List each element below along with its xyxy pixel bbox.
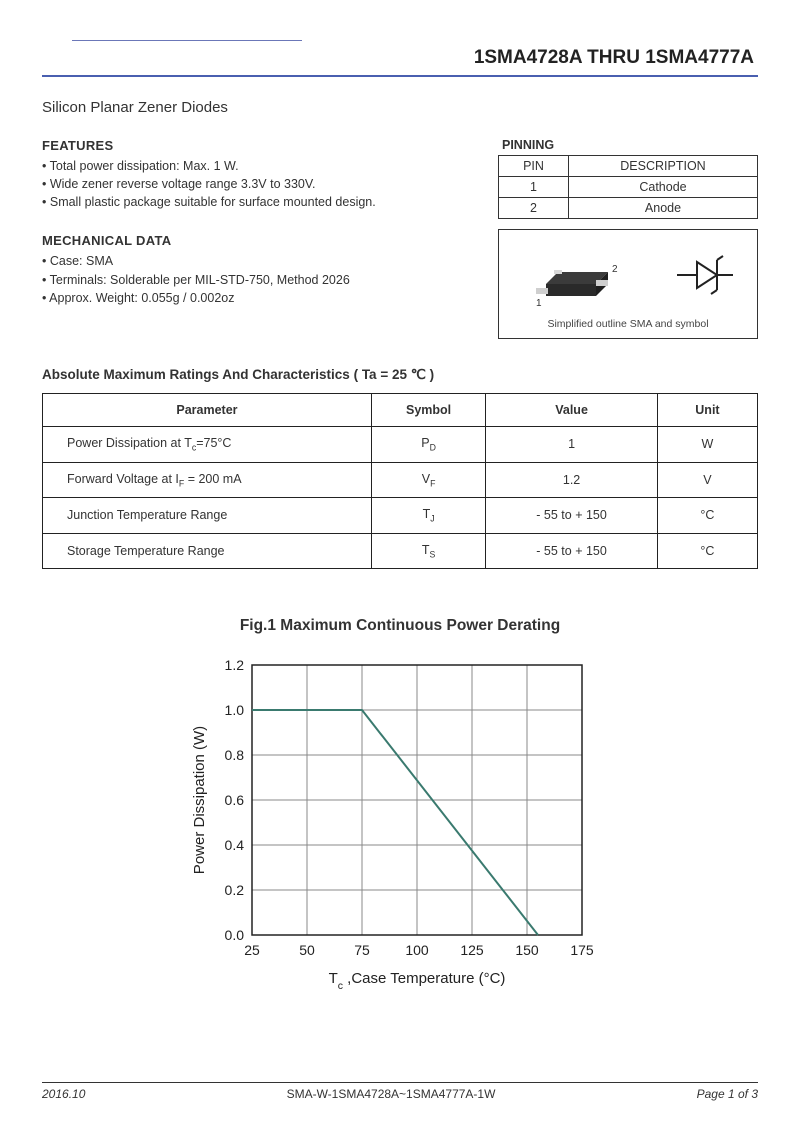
mechanical-list: Case: SMA Terminals: Solderable per MIL-…	[42, 252, 468, 306]
svg-text:1.0: 1.0	[225, 702, 245, 718]
subtitle: Silicon Planar Zener Diodes	[42, 99, 758, 116]
svg-text:Tc ,Case Temperature (°C): Tc ,Case Temperature (°C)	[329, 970, 506, 992]
svg-text:2: 2	[612, 264, 618, 275]
svg-text:0.2: 0.2	[225, 882, 245, 898]
derating-chart: 25 50 75 100 125 150 175 0.0 0.2 0.4 0.6 0.8 1.0 1.2 P…	[180, 653, 620, 1013]
pinning-table: PIN DESCRIPTION 1 Cathode 2 Anode	[498, 155, 758, 219]
outline-caption: Simplified outline SMA and symbol	[507, 318, 749, 330]
footer-date: 2016.10	[42, 1087, 85, 1101]
svg-text:Power Dissipation (W): Power Dissipation (W)	[191, 726, 208, 874]
svg-text:100: 100	[405, 942, 429, 958]
table-row: Storage Temperature Range TS - 55 to + 1…	[43, 533, 758, 569]
svg-text:0.4: 0.4	[225, 837, 245, 853]
svg-text:150: 150	[515, 942, 539, 958]
svg-text:0.6: 0.6	[225, 792, 245, 808]
svg-text:25: 25	[244, 942, 260, 958]
footer: 2016.10 SMA-W-1SMA4728A~1SMA4777A-1W Pag…	[42, 1082, 758, 1101]
svg-text:50: 50	[299, 942, 315, 958]
svg-text:175: 175	[570, 942, 594, 958]
doc-title: 1SMA4728A THRU 1SMA4777A	[42, 47, 758, 69]
table-row: Power Dissipation at Tc=75°C PD 1 W	[43, 427, 758, 463]
chart-title: Fig.1 Maximum Continuous Power Derating	[42, 617, 758, 635]
feature-item: Small plastic package suitable for surfa…	[42, 193, 468, 211]
svg-text:75: 75	[354, 942, 370, 958]
table-row: 1 Cathode	[499, 177, 758, 198]
header-rule	[42, 75, 758, 77]
pinning-heading: PINNING	[498, 138, 758, 152]
feature-item: Total power dissipation: Max. 1 W.	[42, 157, 468, 175]
table-row: 2 Anode	[499, 198, 758, 219]
svg-text:0.8: 0.8	[225, 747, 245, 763]
col-symbol: Symbol	[371, 394, 485, 427]
col-unit: Unit	[657, 394, 757, 427]
svg-text:125: 125	[460, 942, 484, 958]
col-parameter: Parameter	[43, 394, 372, 427]
features-list: Total power dissipation: Max. 1 W. Wide …	[42, 157, 468, 211]
mechanical-item: Case: SMA	[42, 252, 468, 270]
mechanical-heading: MECHANICAL DATA	[42, 233, 468, 248]
zener-symbol-icon	[669, 240, 739, 310]
feature-item: Wide zener reverse voltage range 3.3V to…	[42, 175, 468, 193]
svg-text:0.0: 0.0	[225, 927, 245, 943]
header-rule-short	[72, 40, 302, 41]
footer-page: Page 1 of 3	[697, 1087, 758, 1101]
abs-ratings-table: Parameter Symbol Value Unit Power Dissip…	[42, 393, 758, 569]
table-row: Junction Temperature Range TJ - 55 to + …	[43, 498, 758, 534]
footer-doc: SMA-W-1SMA4728A~1SMA4777A-1W	[287, 1087, 496, 1101]
svg-text:1.2: 1.2	[225, 657, 245, 673]
pin-col-pin: PIN	[499, 156, 569, 177]
outline-box: 1 2 Simplified outline SMA and symbol	[498, 229, 758, 339]
features-heading: FEATURES	[42, 138, 468, 153]
col-value: Value	[486, 394, 658, 427]
mechanical-item: Approx. Weight: 0.055g / 0.002oz	[42, 289, 468, 307]
table-row: Forward Voltage at IF = 200 mA VF 1.2 V	[43, 462, 758, 498]
mechanical-item: Terminals: Solderable per MIL-STD-750, M…	[42, 271, 468, 289]
sma-package-icon: 1 2	[518, 240, 638, 310]
pin-col-desc: DESCRIPTION	[569, 156, 758, 177]
abs-ratings-title: Absolute Maximum Ratings And Characteris…	[42, 367, 758, 383]
svg-text:1: 1	[536, 298, 542, 309]
footer-rule	[42, 1082, 758, 1083]
